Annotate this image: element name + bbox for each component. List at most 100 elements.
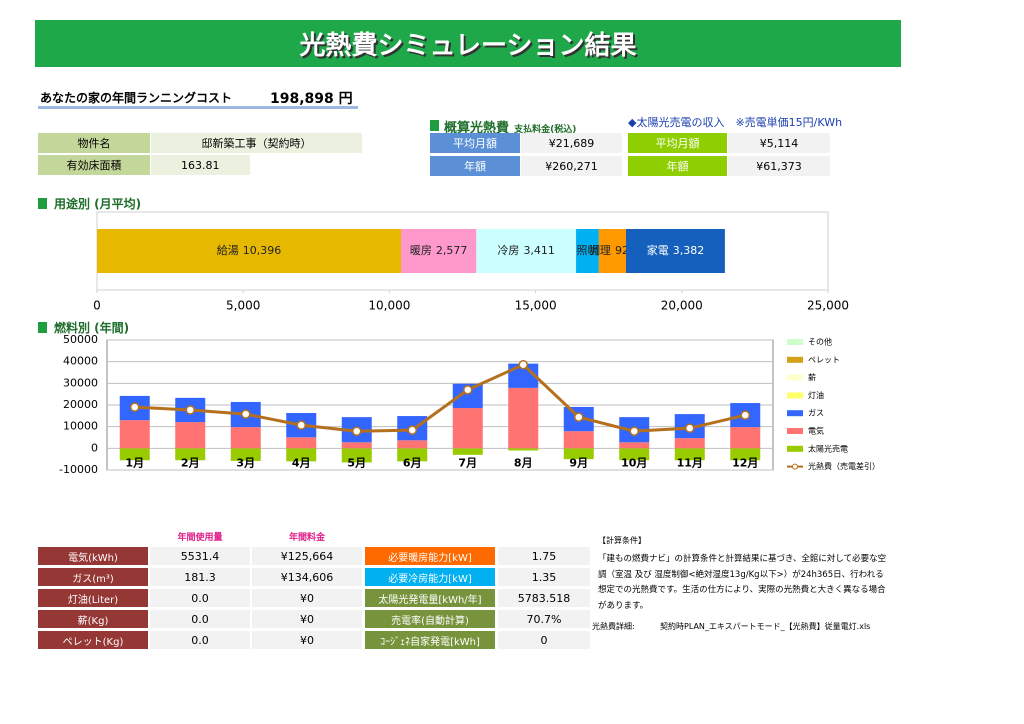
bar-segment [341,442,372,449]
running-cost-amount: 198,898 [270,91,334,107]
conditions-line: があります。 [598,600,649,611]
capacity-value: 1.75 [498,547,590,565]
y-tick-label: -10000 [59,463,98,476]
y-tick-label: 20000 [63,398,98,411]
line-point [685,423,695,433]
cost-value: ¥125,664 [252,547,362,565]
bar-segment [175,448,206,461]
section-marker [38,322,47,333]
bar-segment [674,438,705,449]
x-tick-label: 10,000 [368,299,410,313]
bar-segment [452,408,483,449]
series-name: 暖房 [410,244,432,257]
line-point [574,412,584,422]
legend-swatch [792,463,798,470]
line [134,362,746,433]
cost-label: 平均月額 [430,133,520,153]
bar-segment [576,229,599,273]
x-tick-label: 2月 [181,456,200,469]
legend-swatch [787,428,803,434]
solar-income-title: ◆太陽光売電の収入 ※売電単価15円/KWh [628,116,843,129]
legend-swatch [787,339,803,345]
bar-segment [626,229,725,273]
running-cost-unit: 円 [338,91,353,107]
solar-value: ¥5,114 [728,133,830,153]
column-header: 年間使用量 [177,532,223,543]
bar-segment [476,229,577,273]
line-point [241,409,251,419]
cost-value: ¥21,689 [521,133,622,153]
line-point [740,410,750,420]
row-label: 売電率(自動計算) [365,610,495,628]
line-point [130,402,140,412]
cost-value: ¥260,271 [521,156,622,176]
bar-segment [286,448,317,462]
usage-value: 0.0 [150,610,250,628]
x-tick-label: 25,000 [807,299,849,313]
legend-label: 灯油 [808,390,824,400]
usage-chart: 0 5,000 10,000 15,000 20,000 25,000 給湯 10,396 暖房… [93,211,849,313]
data-label: 照明 [576,244,598,257]
cost-label: 年額 [430,156,520,176]
legend-label: その他 [808,337,832,347]
usage-value: 0.0 [150,631,250,649]
bar-segment [730,427,761,449]
property-label: 有効床面積 [38,155,150,175]
bar-segment [230,427,261,449]
bar-segment [400,229,477,273]
row-label: 電気(kWh) [38,547,148,565]
cost-value: ¥0 [252,631,362,649]
line-point [463,385,473,395]
bar-segment [563,431,594,449]
legend-swatch [787,374,803,381]
solar-value: ¥61,373 [728,156,830,176]
property-value: 163.81 [151,155,250,175]
conditions-line: 「建もの燃費ナビ」の計算条件と計算結果に基づき、全館に対して必要な空 [598,554,887,564]
y-tick-label: 10000 [63,420,98,433]
capacity-value: 0 [498,631,590,649]
line-point [296,420,306,430]
legend-label: ペレット [808,355,840,364]
x-tick-label: 15,000 [515,299,557,313]
x-tick-label: 5月 [347,456,366,469]
running-cost-label: あなたの家の年間ランニングコスト [40,91,233,105]
legend-swatch [787,392,803,399]
usage-value: 0.0 [150,589,250,607]
capacity-value: 5783.518 [498,589,590,607]
y-tick-label: 50000 [63,333,98,346]
legend-label: 電気 [808,426,824,436]
legend-label: ガス [808,408,824,418]
bar-segment [508,448,539,451]
cost-value: ¥134,606 [252,568,362,586]
series-name: 冷房 [497,244,519,257]
series-name: 照明 [576,244,598,257]
underline [38,106,358,109]
value-label: 3,382 [673,244,705,257]
x-tick-label: 4月 [292,456,311,469]
conditions-line: 調（室温 及び 湿度制御<絶対湿度13g/Kg以下>）が24h365日、行われる [598,569,884,580]
details-label: 光熱費詳細: [592,622,635,631]
data-label: 暖房 2,577 [410,244,468,257]
data-label: 給湯 10,396 [217,243,281,257]
chart-title: 用途別 (月平均) [54,197,142,211]
row-label: 太陽光発電量[kWh/年] [365,589,495,607]
row-label: ｺｰｼﾞｪﾈ自家発電[kWh] [365,631,495,649]
line-point [407,425,417,435]
property-label: 物件名 [38,133,150,153]
cost-summary-title: 概算光熱費 [444,121,510,136]
x-tick-label: 3月 [236,456,255,469]
x-tick-label: 20,000 [661,299,703,313]
legend-swatch [787,410,803,417]
x-tick-label: 5,000 [226,299,260,313]
bar-segment [619,442,650,449]
row-label: 灯油(Liter) [38,589,148,607]
running-cost-value: 198,898 円 [270,88,353,108]
data-label: 冷房 3,411 [497,244,555,257]
bar-segment [119,420,150,449]
row-label: 必要暖房能力[kW] [365,547,495,565]
bar-segment [341,448,372,463]
section-marker [430,120,439,131]
row-label: ガス(m³) [38,568,148,586]
bar-segment [119,448,150,461]
